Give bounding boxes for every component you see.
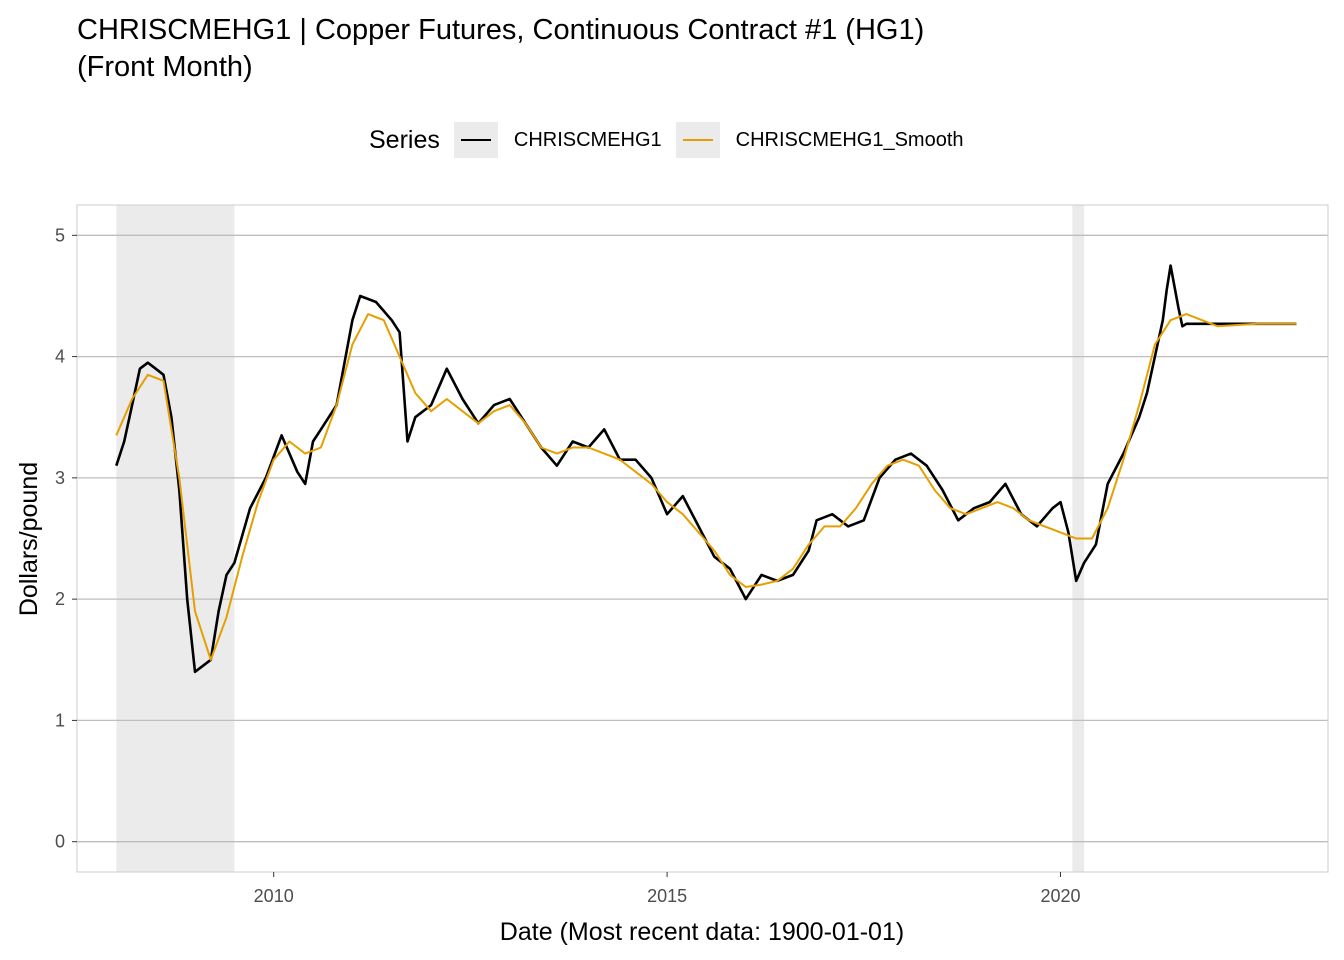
recession-shading [116, 205, 1085, 872]
x-tick-label-2010: 2010 [254, 886, 294, 906]
legend-swatch-series-2 [682, 139, 713, 141]
x-tick-label-2015: 2015 [647, 886, 687, 906]
legend-item-series-1: CHRISCMEHG1 [453, 122, 662, 158]
chart-title: CHRISCMEHG1 | Copper Futures, Continuous… [77, 12, 924, 86]
legend-label-series-2: CHRISCMEHG1_Smooth [735, 128, 964, 151]
y-tick-label-2: 2 [55, 589, 65, 609]
legend-key-series-2 [675, 122, 720, 158]
legend-title: Series [369, 125, 440, 154]
y-tick-label-0: 0 [55, 832, 65, 852]
legend: Series CHRISCMEHG1 CHRISCMEHG1_Smooth [369, 122, 978, 158]
gridlines [77, 234, 1328, 843]
y-tick-label-1: 1 [55, 710, 65, 730]
panel-border [76, 204, 1329, 873]
y-tick-label-3: 3 [55, 468, 65, 488]
legend-swatch-series-1 [460, 139, 491, 141]
y-axis-title: Dollars/pound [15, 462, 43, 616]
legend-item-series-2: CHRISCMEHG1_Smooth [675, 122, 964, 158]
chart-title-line2: (Front Month) [77, 51, 253, 83]
legend-key-series-1 [453, 122, 498, 158]
y-tick-label-5: 5 [55, 225, 65, 245]
legend-label-series-1: CHRISCMEHG1 [513, 128, 662, 151]
y-tick-label-4: 4 [55, 347, 65, 367]
axes: 0 1 2 3 4 5 2010 2015 2020 [55, 225, 1081, 906]
shaded-region-1 [116, 205, 235, 872]
x-axis-title: Date (Most recent data: 1900-01-01) [500, 918, 904, 946]
series-lines [115, 264, 1297, 674]
x-tick-label-2020: 2020 [1040, 886, 1080, 906]
series-line-1 [115, 264, 1297, 674]
series-line-2 [115, 313, 1297, 661]
chart-title-line1: CHRISCMEHG1 | Copper Futures, Continuous… [77, 14, 925, 46]
